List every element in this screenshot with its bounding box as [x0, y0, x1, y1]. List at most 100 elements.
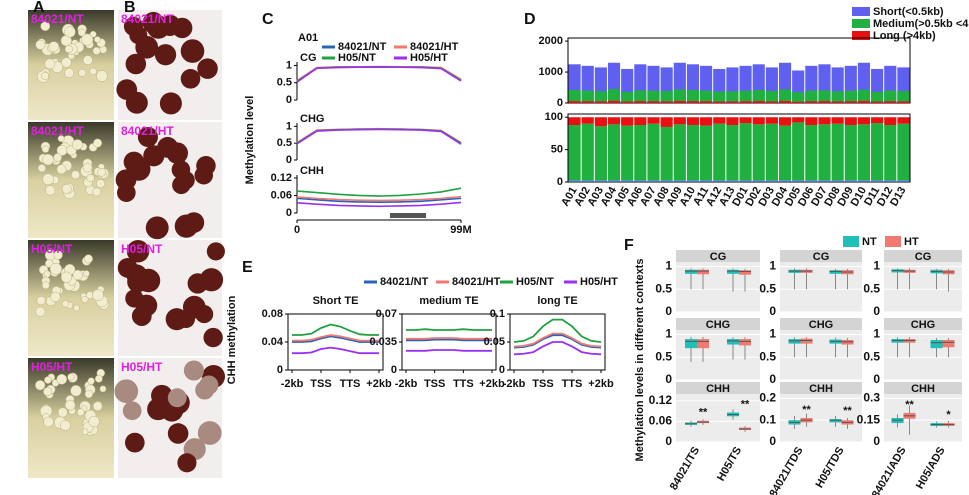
- bar: [739, 101, 752, 103]
- photo-detail: [57, 135, 65, 143]
- bar: [752, 117, 765, 125]
- significance: **: [699, 407, 708, 419]
- photo-detail: [77, 28, 86, 37]
- bar: [607, 180, 621, 182]
- x-tick-label: H05/TS: [715, 445, 744, 483]
- photo-detail: [45, 185, 56, 196]
- bar: [568, 90, 581, 103]
- pollen: [167, 388, 187, 408]
- line-series: [296, 187, 462, 197]
- bar: [844, 125, 857, 181]
- bar: [581, 117, 594, 124]
- bar: [871, 117, 884, 124]
- chart-title: A01: [298, 32, 318, 44]
- bar: [660, 180, 673, 182]
- photo-detail: [92, 46, 101, 55]
- bar: [673, 89, 686, 103]
- y-tick-label: 0.07: [376, 308, 397, 320]
- bar: [765, 90, 778, 103]
- plot-bg: [676, 330, 760, 380]
- bar: [805, 180, 818, 182]
- bar: [857, 117, 871, 125]
- y-tick-label: 0.1: [490, 308, 505, 320]
- photo-detail: [64, 399, 76, 411]
- bar: [686, 180, 700, 182]
- panel-title: long TE: [537, 295, 577, 307]
- bar: [726, 101, 739, 103]
- photo-detail: [64, 45, 73, 54]
- y-tick-label: 0.5: [655, 281, 672, 295]
- bar: [726, 125, 739, 181]
- bar: [792, 180, 805, 182]
- pollen: [136, 268, 161, 293]
- bar: [581, 101, 594, 103]
- y-tick-label: 1: [873, 259, 880, 273]
- pollen: [126, 240, 150, 263]
- photo-detail: [89, 30, 97, 38]
- y-tick-label: 0.12: [271, 172, 292, 184]
- bar: [660, 126, 673, 181]
- y-tick-label: 1: [286, 59, 292, 71]
- bar: [568, 117, 581, 126]
- bar: [634, 125, 647, 181]
- plot-bg: [676, 262, 760, 312]
- panel-label: A: [33, 0, 45, 16]
- x-tick-label: +2kb: [366, 378, 392, 390]
- pollen: [123, 151, 145, 173]
- bar: [871, 91, 884, 103]
- bar: [752, 180, 765, 182]
- line-series: [296, 197, 462, 203]
- bar: [805, 101, 818, 103]
- bar: [621, 125, 634, 181]
- y-tick-label: 0.06: [271, 189, 292, 201]
- y-tick-label: 0: [873, 434, 880, 448]
- photo-detail: [57, 407, 68, 418]
- line-series: [513, 334, 602, 349]
- photo-detail: [99, 385, 107, 393]
- bar: [792, 101, 805, 103]
- bar: [897, 180, 910, 182]
- bar: [844, 117, 857, 126]
- bar: [686, 125, 700, 181]
- strip-label: CG: [915, 251, 932, 263]
- bar: [831, 123, 844, 181]
- x-tick-label: 84021/TS: [668, 445, 702, 492]
- photo-label: H05/HT: [31, 360, 73, 374]
- photo-detail: [67, 373, 75, 381]
- strip: [676, 318, 760, 330]
- y-tick-label: 0.2: [759, 391, 776, 405]
- x-tick-label: TTS: [453, 378, 474, 390]
- bar: [871, 123, 884, 181]
- photo-label: 84021/NT: [31, 12, 84, 26]
- photo-detail: [41, 281, 50, 290]
- strip-label: CHG: [809, 319, 833, 331]
- plot-bg: [676, 394, 760, 442]
- photo-detail: [60, 271, 73, 283]
- y-tick-label: 0: [665, 304, 672, 318]
- legend-label: Short(<0.5kb): [873, 6, 944, 18]
- bar: [607, 100, 621, 103]
- pollen: [137, 126, 158, 148]
- bar: [607, 89, 621, 103]
- legend-label: Medium(>0.5kb <4kb): [873, 18, 969, 30]
- bar: [713, 123, 726, 181]
- photo-detail: [56, 373, 68, 385]
- pollen: [197, 58, 218, 79]
- bar: [700, 117, 713, 126]
- panel-title: medium TE: [419, 295, 478, 307]
- pollen: [180, 39, 205, 63]
- photo-detail: [81, 428, 89, 436]
- y-tick-label: 0: [665, 434, 672, 448]
- bar: [621, 91, 634, 103]
- bar: [752, 90, 765, 103]
- pollen: [196, 156, 216, 176]
- bar: [778, 117, 792, 126]
- bar: [607, 124, 621, 181]
- photo-detail: [81, 295, 89, 303]
- photo-detail: [36, 296, 46, 306]
- y-tick-label: 0: [391, 364, 397, 376]
- photo-detail: [88, 415, 100, 428]
- y-tick-label: 0: [557, 176, 563, 188]
- pollen: [206, 242, 225, 261]
- centromere: [390, 213, 426, 218]
